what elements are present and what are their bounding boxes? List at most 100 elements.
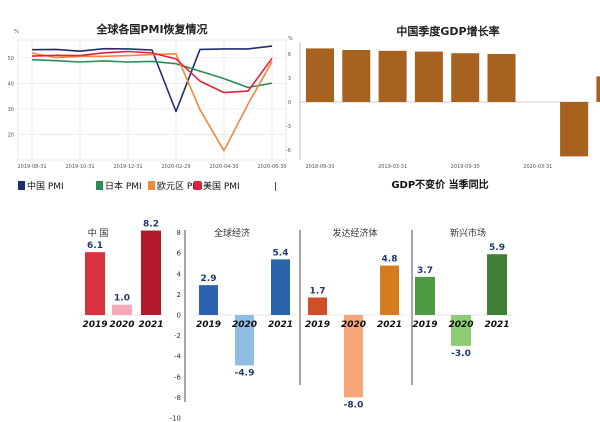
pmi-x-tick: 2020-02-29 bbox=[161, 164, 190, 170]
pmi-x-tick: 2019-08-31 bbox=[17, 164, 46, 170]
gdp-y-unit: % bbox=[288, 36, 293, 42]
forecast-data-label: 5.9 bbox=[489, 243, 505, 253]
forecast-y-tick: -10 bbox=[170, 415, 181, 422]
pmi-legend-label: 美国 PMI bbox=[203, 180, 240, 192]
forecast-data-label: 5.4 bbox=[273, 248, 289, 258]
pmi-legend-swatch bbox=[194, 181, 201, 190]
forecast-year-label: 2020 bbox=[448, 320, 473, 330]
forecast-bar bbox=[112, 304, 132, 315]
forecast-y-tick: -8 bbox=[174, 394, 181, 402]
gdp-x-tick: 2020-03-31 bbox=[523, 164, 552, 170]
forecast-bar bbox=[141, 230, 161, 315]
pmi-x-tick: 2019-10-31 bbox=[65, 164, 94, 170]
gdp-chart-title: 中国季度GDP增长率 bbox=[396, 24, 499, 38]
forecast-year-label: 2019 bbox=[82, 320, 107, 330]
pmi-legend-swatch bbox=[148, 181, 155, 190]
pmi-legend: | 中国 PMI 日本 PMI 欧元区 PMI 美国 PMI bbox=[18, 180, 277, 192]
gdp-x-tick-labels: 2018-09-30 2019-03-31 2019-09-30 2020-03-31 bbox=[305, 164, 552, 170]
pmi-legend-tail: | bbox=[274, 182, 277, 192]
forecast-data-label: 6.1 bbox=[87, 241, 103, 251]
forecast-year-label: 2019 bbox=[196, 320, 221, 330]
pmi-series-line bbox=[31, 52, 273, 152]
forecast-year-label: 2021 bbox=[377, 320, 402, 330]
gdp-y-tick: -3 bbox=[286, 124, 291, 130]
gdp-y-tick: 6 bbox=[288, 52, 291, 58]
pmi-chart: 全球各国PMI恢复情况 % 20 30 40 50 2019-08-31 2019-10… bbox=[8, 22, 287, 192]
gdp-bar bbox=[487, 54, 516, 102]
forecast-bar bbox=[487, 254, 507, 315]
pmi-y-tick: 50 bbox=[8, 56, 14, 62]
pmi-y-tick: 40 bbox=[8, 81, 14, 87]
gdp-y-tick-labels: 6 3 0 -3 -6 bbox=[286, 52, 291, 154]
forecast-y-tick: -6 bbox=[174, 373, 182, 381]
forecast-y-axis: 8 6 4 2 0 -2 -4 -6 -8 -10 bbox=[170, 229, 413, 422]
forecast-panel: 中 国 6.1 2019 1.0 2020 8.2 2021 bbox=[79, 220, 167, 330]
forecast-bar bbox=[451, 315, 471, 346]
forecast-bar bbox=[308, 297, 327, 315]
forecast-year-label: 2019 bbox=[305, 320, 330, 330]
forecast-panel: 发达经济体 1.7 2019 -8.0 2020 4.8 2021 bbox=[302, 227, 405, 410]
forecast-year-label: 2021 bbox=[484, 320, 509, 330]
pmi-y-unit: % bbox=[14, 29, 19, 35]
gdp-bar bbox=[451, 53, 480, 102]
forecast-year-label: 2020 bbox=[232, 320, 257, 330]
forecast-panel: 新兴市场 3.7 2019 -3.0 2020 5.9 2021 bbox=[409, 227, 513, 359]
pmi-chart-title: 全球各国PMI恢复情况 bbox=[95, 22, 207, 36]
pmi-legend-swatch bbox=[18, 181, 25, 190]
pmi-x-tick: 2020-06-30 bbox=[257, 164, 286, 170]
forecast-data-label: 1.0 bbox=[114, 294, 130, 304]
pmi-series-line bbox=[31, 58, 273, 89]
forecast-year-label: 2019 bbox=[412, 320, 437, 330]
pmi-y-tick: 20 bbox=[8, 132, 14, 138]
gdp-y-tick: -6 bbox=[286, 148, 291, 154]
pmi-legend-label: 日本 PMI bbox=[105, 180, 142, 192]
forecast-bar bbox=[199, 285, 218, 315]
forecast-y-tick: -4 bbox=[174, 353, 182, 361]
forecast-data-label: 1.7 bbox=[310, 286, 326, 296]
forecast-y-tick: -2 bbox=[174, 332, 181, 340]
pmi-plot-frame bbox=[17, 39, 287, 161]
gdp-bar bbox=[560, 102, 589, 157]
forecast-bar bbox=[235, 315, 254, 366]
forecast-data-label: -8.0 bbox=[344, 400, 364, 410]
pmi-y-tick: 30 bbox=[8, 107, 14, 113]
pmi-series-lines bbox=[31, 45, 273, 152]
gdp-x-tick: 2018-09-30 bbox=[305, 164, 334, 170]
forecast-year-label: 2020 bbox=[109, 320, 134, 330]
forecast-data-label: -3.0 bbox=[451, 349, 471, 359]
forecast-year-label: 2020 bbox=[341, 320, 366, 330]
gdp-bar bbox=[378, 50, 407, 102]
gdp-y-tick: 3 bbox=[288, 76, 291, 82]
gdp-x-tick: 2019-09-30 bbox=[451, 164, 480, 170]
pmi-legend-label: 欧元区 PMI bbox=[157, 180, 203, 192]
forecast-y-tick: 2 bbox=[177, 291, 181, 299]
forecast-bar bbox=[85, 252, 105, 315]
pmi-series-line bbox=[31, 50, 273, 94]
gdp-bar bbox=[596, 76, 600, 102]
forecast-panel-title: 发达经济体 bbox=[332, 227, 377, 239]
gdp-chart: 中国季度GDP增长率 % 6 3 0 -3 -6 2018-09-30 2019-03-3… bbox=[286, 24, 600, 191]
forecast-year-label: 2021 bbox=[268, 320, 293, 330]
forecast-data-label: 8.2 bbox=[143, 220, 159, 230]
forecast-y-tick: 0 bbox=[177, 312, 181, 320]
gdp-bar bbox=[306, 48, 334, 102]
forecast-chart: 8 6 4 2 0 -2 -4 -6 -8 -10 中 国 6.1 2019 1.0 2020 8.2 202… bbox=[79, 220, 513, 422]
forecast-data-label: -4.9 bbox=[235, 368, 255, 378]
forecast-y-tick: 6 bbox=[177, 250, 182, 258]
forecast-bar bbox=[271, 259, 290, 315]
forecast-data-label: 4.8 bbox=[382, 255, 398, 265]
forecast-bar bbox=[415, 276, 435, 315]
pmi-series-line bbox=[31, 45, 273, 113]
pmi-x-tick: 2020-04-30 bbox=[209, 164, 238, 170]
forecast-panel-title: 新兴市场 bbox=[450, 227, 486, 239]
pmi-x-tick-labels: 2019-08-31 2019-10-31 2019-12-31 2020-02-29… bbox=[17, 164, 286, 170]
gdp-footer: GDP不变价 当季同比 bbox=[391, 178, 488, 191]
gdp-x-tick: 2019-03-31 bbox=[378, 164, 407, 170]
forecast-bar bbox=[344, 315, 363, 398]
forecast-panels: 中 国 6.1 2019 1.0 2020 8.2 2021 全球经济 2.9 2019 -4.9 2… bbox=[79, 220, 513, 410]
forecast-data-label: 2.9 bbox=[201, 274, 217, 284]
pmi-x-tick: 2019-12-31 bbox=[113, 164, 142, 170]
forecast-data-label: 3.7 bbox=[417, 266, 433, 276]
forecast-bar bbox=[380, 265, 399, 315]
